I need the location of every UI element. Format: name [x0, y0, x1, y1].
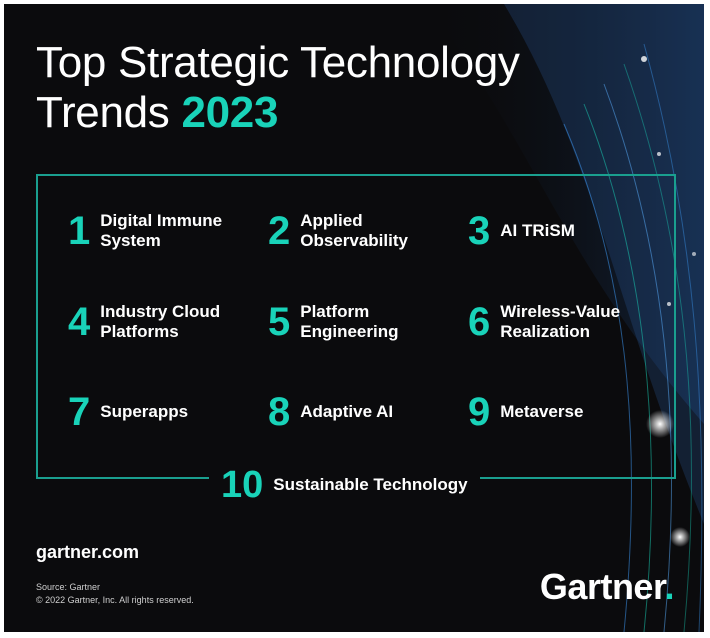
- trend-label: Wireless-Value Realization: [500, 302, 621, 341]
- trend-6: 6 Wireless-Value Realization: [468, 302, 620, 342]
- trend-5: 5 Platform Engineering: [268, 302, 398, 342]
- trend-label: Applied Observability: [300, 211, 408, 250]
- trend-2: 2 Applied Observability: [268, 211, 408, 251]
- trend-label: Platform Engineering: [300, 302, 399, 341]
- trend-number: 6: [468, 300, 491, 344]
- trend-label: Metaverse: [500, 402, 584, 421]
- trend-10: 10 Sustainable Technology: [209, 465, 480, 505]
- gartner-logo: Gartner.: [539, 566, 675, 608]
- title-line-1: Top Strategic Technology: [36, 38, 520, 87]
- trend-7: 7 Superapps: [68, 392, 188, 432]
- trend-label: Industry Cloud Platforms: [100, 302, 221, 341]
- trend-number: 9: [468, 390, 491, 434]
- trend-number: 4: [68, 300, 91, 344]
- trend-label: AI TRiSM: [500, 221, 575, 240]
- title-year: 2023: [181, 88, 279, 137]
- trend-number: 10: [221, 464, 264, 506]
- trend-label: Sustainable Technology: [273, 475, 468, 494]
- trend-3: 3 AI TRiSM: [468, 211, 575, 251]
- title-line-2-prefix: Trends: [36, 88, 182, 137]
- trend-label: Superapps: [100, 402, 189, 421]
- trend-9: 9 Metaverse: [468, 392, 583, 432]
- logo-text: Gartner: [539, 566, 665, 607]
- poster-title: Top Strategic Technology Trends 2023: [36, 38, 520, 138]
- logo-dot: .: [664, 566, 674, 607]
- copyright-text: © 2022 Gartner, Inc. All rights reserved…: [36, 595, 194, 605]
- trend-number: 5: [268, 300, 291, 344]
- title-line-2: Trends 2023: [36, 88, 520, 138]
- trend-number: 8: [268, 390, 291, 434]
- trend-1: 1 Digital Immune System: [68, 211, 222, 251]
- trend-number: 3: [468, 209, 491, 253]
- infographic-poster: Top Strategic Technology Trends 2023 1 D…: [4, 4, 704, 632]
- website-link[interactable]: gartner.com: [36, 542, 140, 562]
- trend-label: Adaptive AI: [300, 402, 394, 421]
- trend-number: 2: [268, 209, 291, 253]
- trend-label: Digital Immune System: [100, 211, 223, 250]
- trend-8: 8 Adaptive AI: [268, 392, 393, 432]
- source-note: Source: Gartner © 2022 Gartner, Inc. All…: [36, 581, 194, 607]
- trend-4: 4 Industry Cloud Platforms: [68, 302, 220, 342]
- trend-number: 1: [68, 209, 91, 253]
- trend-number: 7: [68, 390, 91, 434]
- source-text: Source: Gartner: [36, 582, 101, 592]
